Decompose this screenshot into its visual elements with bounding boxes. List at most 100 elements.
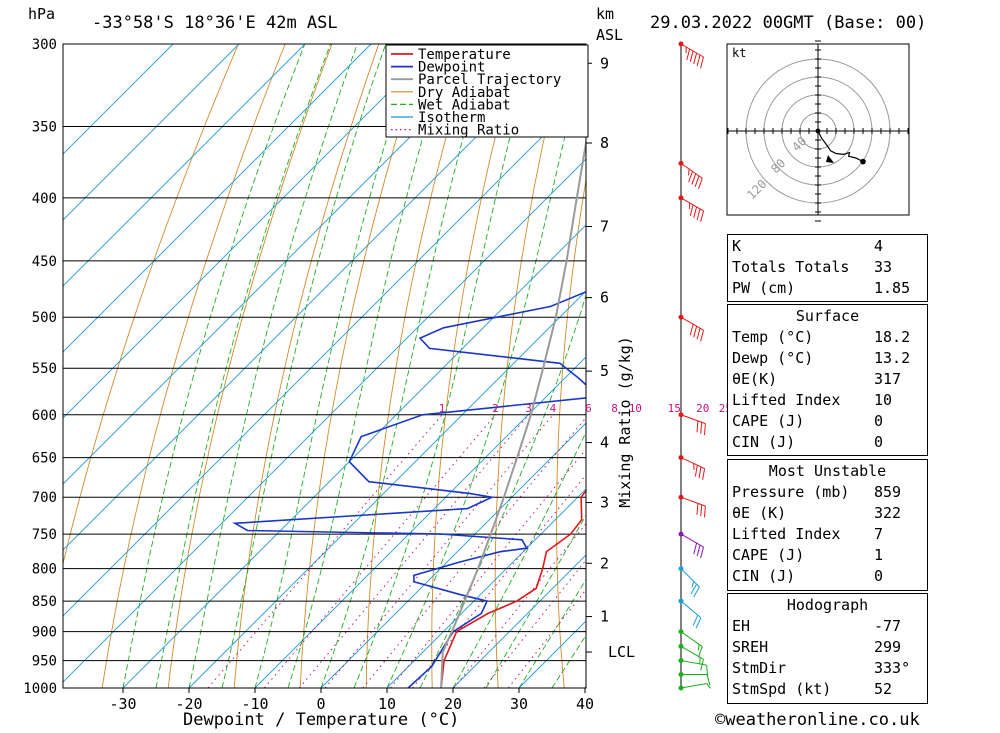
wind-barb-flag xyxy=(689,324,694,336)
hodograph-unit-label: kt xyxy=(732,46,746,60)
pressure-tick-label: 600 xyxy=(32,408,57,424)
km-tick-label: 4 xyxy=(600,434,609,452)
wind-barb-flag xyxy=(693,52,698,65)
wind-barb-flag xyxy=(700,659,705,671)
location-title: -33°58'S 18°36'E 42m ASL xyxy=(92,13,338,33)
plot-frame xyxy=(62,43,587,689)
dewpoint-line xyxy=(232,290,586,688)
wind-barb-flag xyxy=(702,468,706,480)
wind-barb-flag xyxy=(700,422,703,434)
asl-unit-label: ASL xyxy=(596,26,624,44)
wind-barb-flag xyxy=(703,506,706,518)
isotherm-line xyxy=(63,44,174,155)
wind-barb-flag xyxy=(688,171,693,183)
wind-barb-flag xyxy=(700,330,705,342)
wet-adiabat-line xyxy=(221,44,387,688)
wind-barb-flag xyxy=(686,48,691,61)
stat-mu-cin: CIN (J) 0 xyxy=(732,567,884,585)
dry-adiabat-line xyxy=(431,44,520,688)
pressure-tick-label: 950 xyxy=(32,654,57,670)
mixing-ratio-line xyxy=(264,414,496,688)
dry-adiabat-line xyxy=(556,177,586,688)
stat-mu-cape: CAPE (J) 1 xyxy=(732,546,884,564)
legend-label: Isotherm xyxy=(418,110,485,126)
temperature-line xyxy=(440,489,586,688)
km-tick-label: 9 xyxy=(600,54,609,72)
km-tick-label: 6 xyxy=(600,289,609,307)
wind-barb xyxy=(678,598,702,629)
wind-barb-flag xyxy=(700,504,703,517)
wind-barb xyxy=(678,160,703,190)
km-tick-label: 5 xyxy=(600,362,609,380)
wind-barb-staff xyxy=(680,682,707,689)
isotherm-line xyxy=(63,44,570,551)
legend-label: Wet Adiabat xyxy=(418,97,511,113)
wind-profile xyxy=(678,41,711,691)
hodograph-stats-box: Hodograph EH -77 SREH 299 StmDir 333° StmSp… xyxy=(727,593,928,704)
wind-barb-flag xyxy=(689,50,694,63)
wet-adiabat-line xyxy=(452,431,586,688)
x-tick-label: -20 xyxy=(175,695,202,713)
mixing-ratio-label: 10 xyxy=(629,402,642,415)
mixing-ratio-label: 4 xyxy=(550,402,557,415)
isotherm-line xyxy=(188,290,586,688)
isotherm-line xyxy=(63,158,586,683)
wind-barb-flag xyxy=(696,544,701,557)
wind-barb xyxy=(678,531,705,559)
wind-barb-flag xyxy=(693,586,700,598)
wind-barb xyxy=(678,643,705,671)
km-tick-label: 7 xyxy=(600,218,609,236)
stat-surface-temp: Temp (°C) 18.2 xyxy=(732,328,911,346)
hodograph-trace xyxy=(817,130,864,163)
wet-adiabat-line xyxy=(485,514,586,688)
wind-barb-flag xyxy=(694,465,698,477)
dry-adiabat-line xyxy=(365,44,473,688)
wind-barb-flag xyxy=(697,178,703,190)
wind-barb-flag xyxy=(698,466,702,479)
isotherm-line xyxy=(452,554,586,688)
wet-adiabats xyxy=(122,44,586,688)
wet-adiabat-line xyxy=(386,47,586,688)
dry-adiabat-line xyxy=(63,44,239,566)
legend-label: Dewpoint xyxy=(418,60,485,76)
wind-barb-flag xyxy=(693,326,698,338)
wind-barb-flag xyxy=(703,423,706,436)
wind-barb-flag xyxy=(687,169,690,176)
km-tick-label: 2 xyxy=(600,554,609,572)
wet-adiabat-line xyxy=(287,44,452,688)
wind-barb-flag xyxy=(696,208,701,221)
mixing-ratio-lines xyxy=(207,414,586,688)
legend-label: Parcel Trajectory xyxy=(418,72,561,88)
stat-mu-lifted-index: Lifted Index 7 xyxy=(732,525,884,543)
stat-surface-dewp: Dewp (°C) 13.2 xyxy=(732,349,911,367)
isotherm-line xyxy=(254,356,586,688)
surface-title: Surface xyxy=(795,307,860,325)
isotherms xyxy=(63,44,586,688)
most-unstable-title: Most Unstable xyxy=(768,462,887,480)
mixing-ratio-axis-label: Mixing Ratio (g/kg) xyxy=(616,336,634,508)
x-axis-title: Dewpoint / Temperature (°C) xyxy=(183,710,460,730)
wind-barb-flag xyxy=(696,54,701,67)
x-tick-label: 10 xyxy=(378,695,396,713)
wet-adiabat-line xyxy=(320,44,490,688)
wind-barb xyxy=(678,682,711,691)
wind-barb-staff xyxy=(680,414,706,425)
km-tick-label: 3 xyxy=(600,494,609,512)
stat-mu-thetae: θE (K) 322 xyxy=(732,504,902,522)
stat-totals-totals: Totals Totals 33 xyxy=(732,258,893,276)
wind-barb-staff xyxy=(680,197,704,212)
copyright-link[interactable]: ©weatheronline.co.uk xyxy=(715,710,920,730)
wind-barb-staff xyxy=(680,568,700,588)
mixing-ratio-label: 2 xyxy=(492,402,499,415)
x-tick-label: -10 xyxy=(241,695,268,713)
hodograph-origin xyxy=(815,128,821,134)
wind-barb-staff xyxy=(680,457,705,470)
x-tick-label: -30 xyxy=(109,695,136,713)
dry-adiabat-line xyxy=(167,44,333,688)
dry-adiabat-line xyxy=(986,0,1000,688)
wet-adiabat-line xyxy=(518,578,586,688)
wind-barb-flag xyxy=(696,420,699,433)
wet-adiabat-line xyxy=(254,44,418,688)
pressure-tick-label: 650 xyxy=(32,451,57,467)
